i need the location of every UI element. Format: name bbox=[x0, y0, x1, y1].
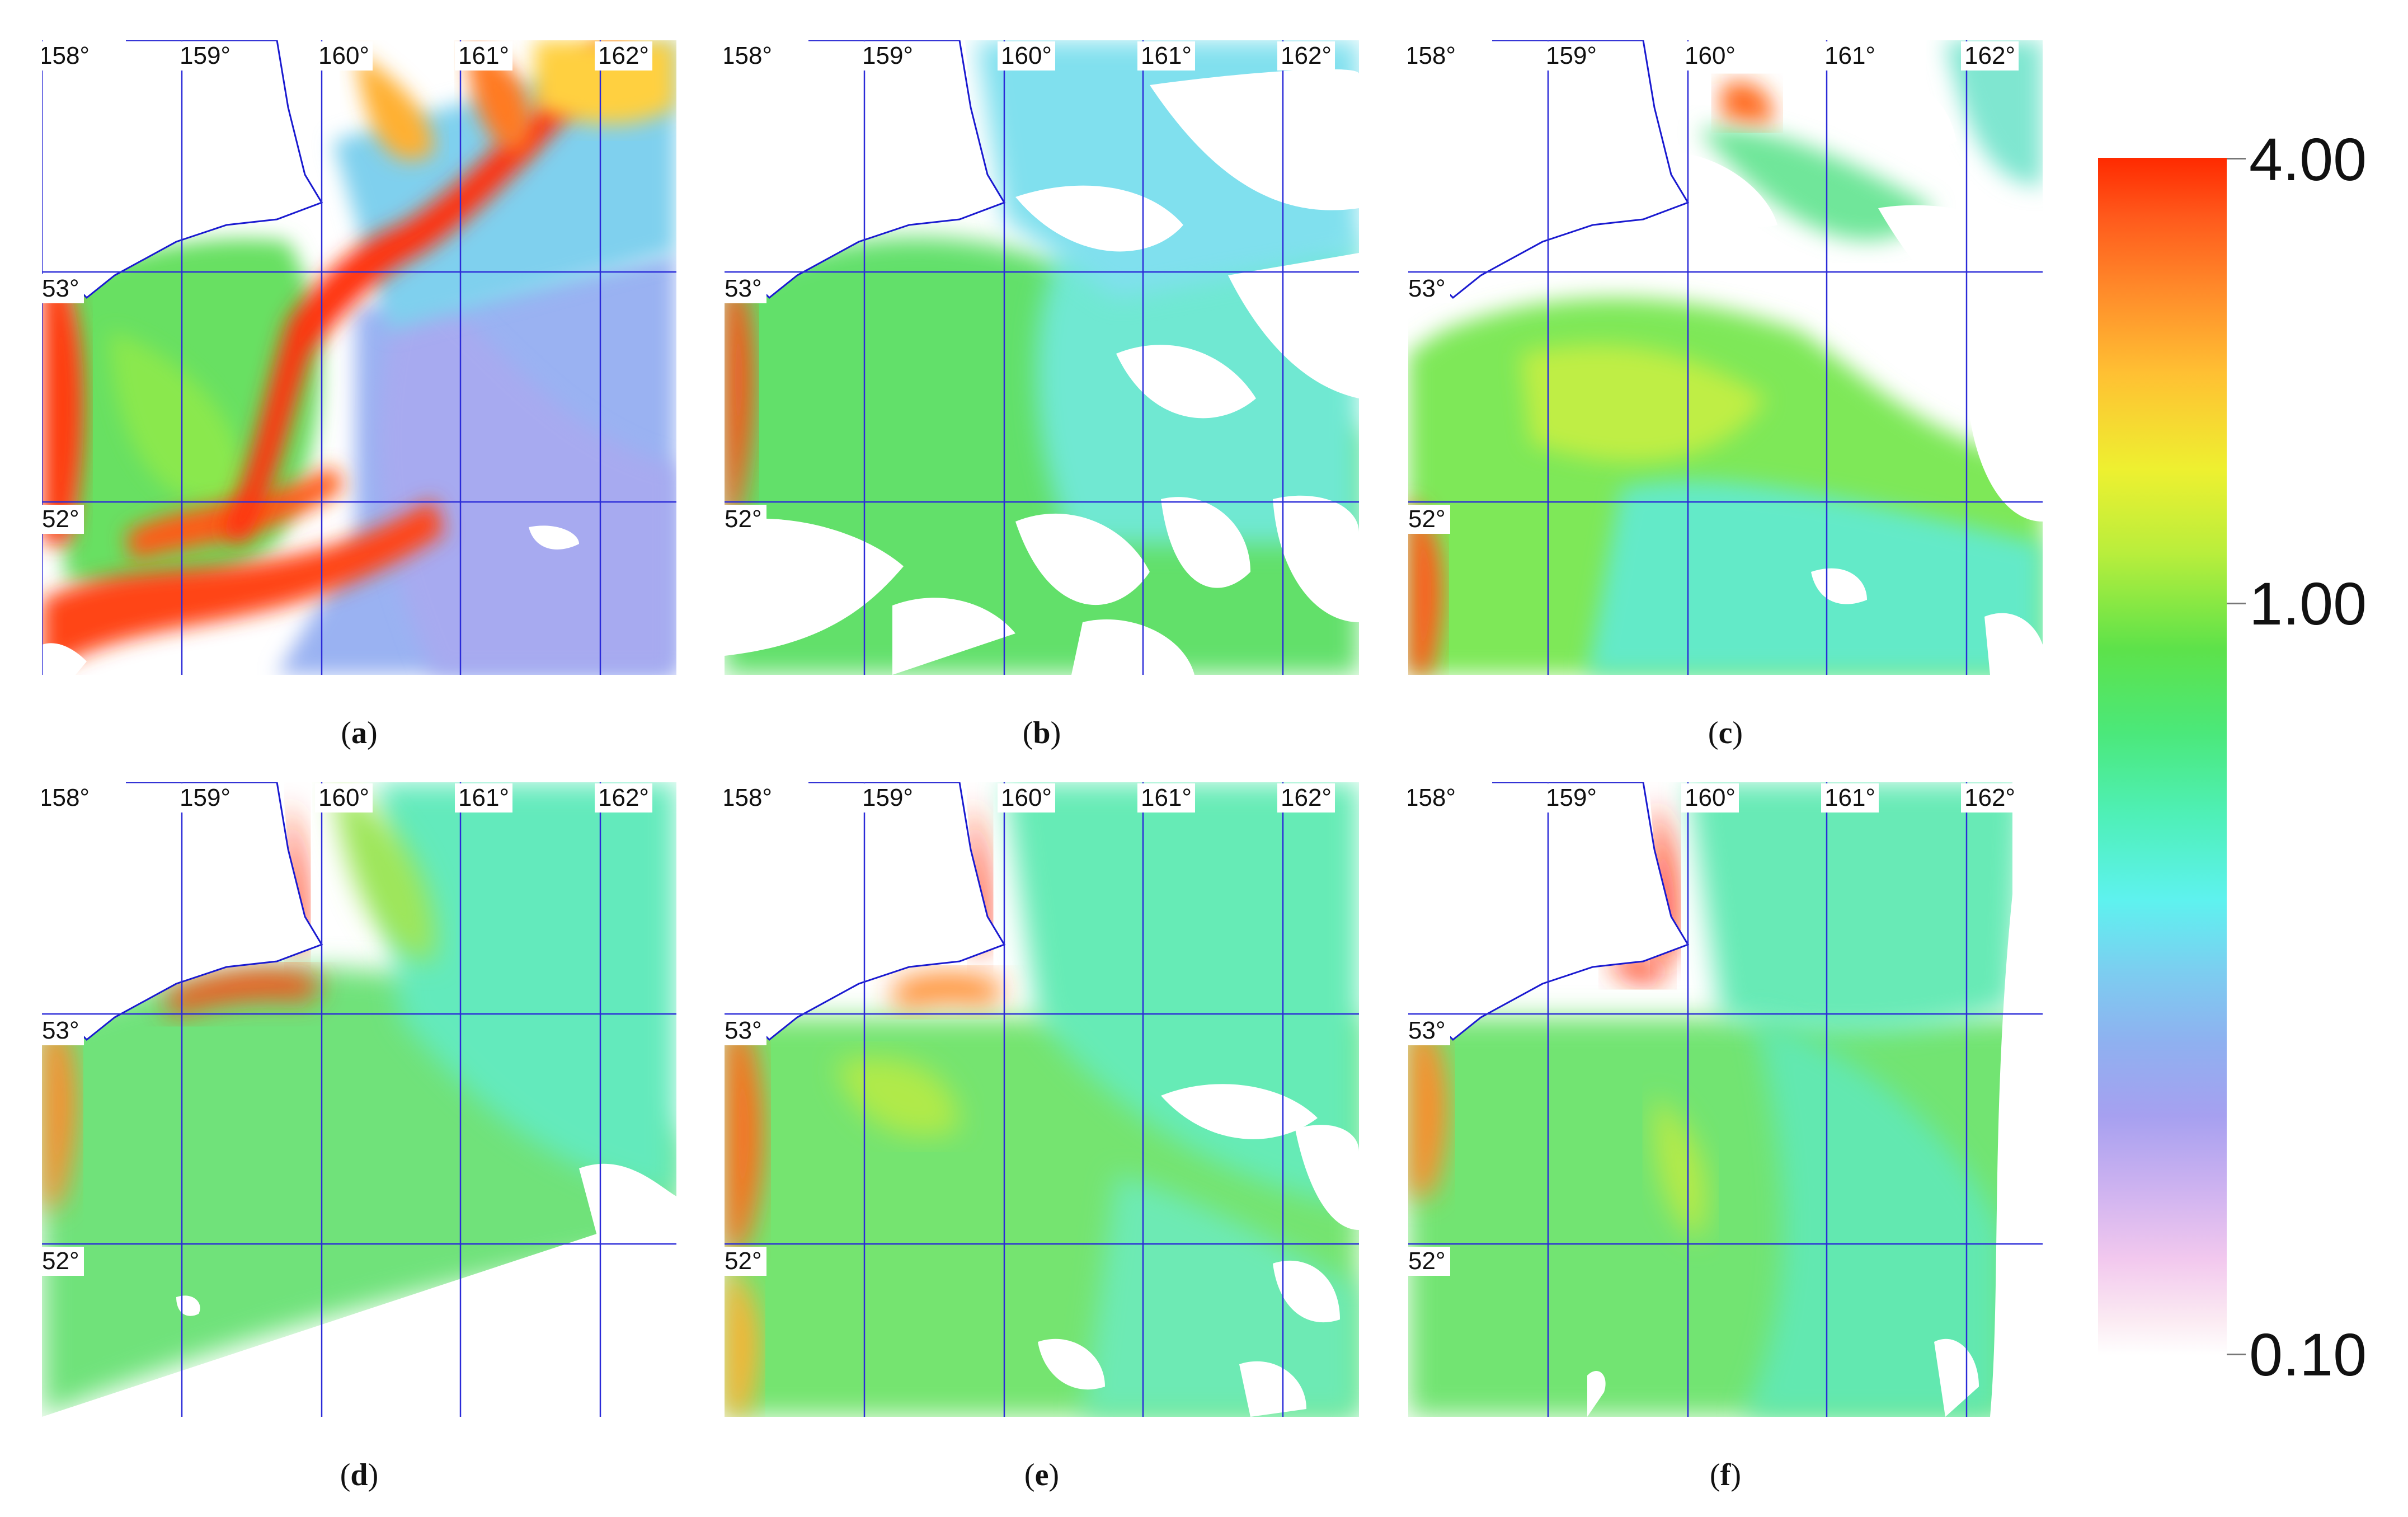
map-d-graticule bbox=[42, 782, 676, 1417]
latitude-label: 53° bbox=[1408, 274, 1450, 303]
longitude-label: 158° bbox=[725, 783, 776, 812]
longitude-label: 161° bbox=[1137, 41, 1196, 71]
latitude-label: 53° bbox=[1408, 1016, 1450, 1045]
colorbar-tick bbox=[2227, 603, 2246, 604]
longitude-label: 161° bbox=[455, 783, 513, 812]
map-panel-d: 158° 159° 160° 161° 162° 53° 52° bbox=[42, 782, 676, 1417]
map-d-field bbox=[42, 782, 676, 1417]
colorbar-tick bbox=[2227, 158, 2246, 159]
latitude-label: 52° bbox=[42, 1247, 84, 1276]
colorbar-tick bbox=[2227, 1354, 2246, 1355]
longitude-label: 160° bbox=[315, 41, 373, 71]
longitude-label: 159° bbox=[859, 783, 917, 812]
colorbar-label-max: 4.00 bbox=[2249, 125, 2367, 193]
longitude-label: 162° bbox=[1277, 783, 1335, 812]
panel-caption: (a) bbox=[341, 716, 378, 750]
longitude-label: 161° bbox=[455, 41, 513, 71]
map-b-graticule bbox=[725, 40, 1359, 675]
longitude-label: 159° bbox=[176, 41, 234, 71]
latitude-label: 52° bbox=[725, 505, 766, 534]
longitude-label: 158° bbox=[1408, 41, 1460, 71]
longitude-label: 158° bbox=[42, 41, 93, 71]
longitude-label: 161° bbox=[1821, 41, 1879, 71]
longitude-label: 158° bbox=[725, 41, 776, 71]
panel-caption: (d) bbox=[340, 1458, 379, 1492]
panel-caption: (f) bbox=[1710, 1458, 1741, 1492]
map-panel-e: 158° 159° 160° 161° 162° 53° 52° bbox=[725, 782, 1359, 1417]
colorbar: 4.00 1.00 0.10 bbox=[2098, 129, 2367, 1386]
panel-caption: (e) bbox=[1024, 1458, 1060, 1492]
longitude-label: 162° bbox=[1961, 783, 2019, 812]
panel-caption: (b) bbox=[1022, 716, 1061, 750]
colorbar-label-min: 0.10 bbox=[2249, 1321, 2367, 1388]
latitude-label: 52° bbox=[725, 1247, 766, 1276]
map-e-field bbox=[725, 782, 1359, 1417]
longitude-label: 159° bbox=[176, 783, 234, 812]
latitude-label: 53° bbox=[725, 274, 766, 303]
latitude-label: 52° bbox=[1408, 505, 1450, 534]
longitude-label: 160° bbox=[315, 783, 373, 812]
colorbar-gradient bbox=[2098, 158, 2227, 1355]
map-a-graticule bbox=[42, 40, 676, 675]
map-panel-b: 158° 159° 160° 161° 162° 53° 52° bbox=[725, 40, 1359, 675]
latitude-label: 53° bbox=[42, 274, 84, 303]
longitude-label: 161° bbox=[1821, 783, 1879, 812]
map-f-field bbox=[1408, 782, 2043, 1417]
longitude-label: 160° bbox=[1681, 783, 1739, 812]
longitude-label: 162° bbox=[1277, 41, 1335, 71]
latitude-label: 52° bbox=[42, 505, 84, 534]
longitude-label: 160° bbox=[998, 783, 1056, 812]
latitude-label: 53° bbox=[42, 1016, 84, 1045]
map-e-graticule bbox=[725, 782, 1359, 1417]
longitude-label: 159° bbox=[859, 41, 917, 71]
map-a-field bbox=[42, 40, 676, 675]
longitude-label: 160° bbox=[1681, 41, 1739, 71]
longitude-label: 162° bbox=[595, 41, 653, 71]
map-c-graticule bbox=[1408, 40, 2043, 675]
longitude-label: 162° bbox=[1961, 41, 2019, 71]
longitude-label: 161° bbox=[1137, 783, 1196, 812]
colorbar-label-mid: 1.00 bbox=[2249, 570, 2367, 637]
map-f-graticule bbox=[1408, 782, 2043, 1417]
longitude-label: 162° bbox=[595, 783, 653, 812]
longitude-label: 160° bbox=[998, 41, 1056, 71]
latitude-label: 52° bbox=[1408, 1247, 1450, 1276]
map-c-field bbox=[1408, 40, 2043, 675]
longitude-label: 159° bbox=[1542, 783, 1601, 812]
map-b-field bbox=[725, 40, 1359, 675]
longitude-label: 159° bbox=[1542, 41, 1601, 71]
map-panel-f: 158° 159° 160° 161° 162° 53° 52° bbox=[1408, 782, 2043, 1417]
longitude-label: 158° bbox=[1408, 783, 1460, 812]
longitude-label: 158° bbox=[42, 783, 93, 812]
panel-caption: (c) bbox=[1708, 716, 1743, 750]
map-panel-c: 158° 159° 160° 161° 162° 53° 52° bbox=[1408, 40, 2043, 675]
latitude-label: 53° bbox=[725, 1016, 766, 1045]
map-panel-a: 158° 159° 160° 161° 162° 53° 52° bbox=[42, 40, 676, 675]
